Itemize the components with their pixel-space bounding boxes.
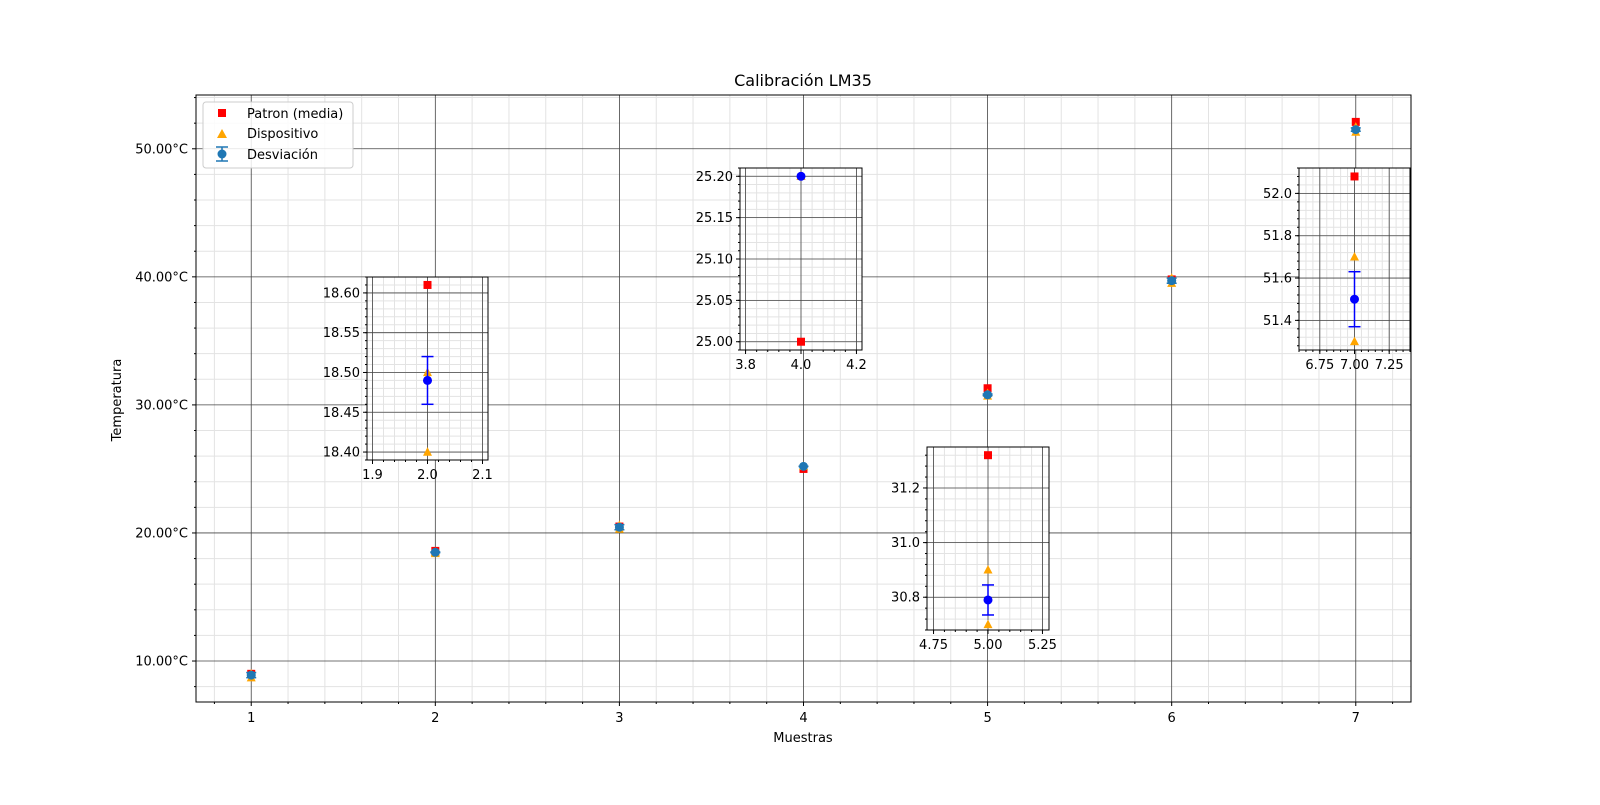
y-tick-label: 10.00°C [135,655,188,670]
inset-y-tick-label: 51.6 [1263,272,1292,287]
inset-mean-point [1350,294,1359,304]
inset-x-tick-label: 7.00 [1340,358,1369,373]
desviacion-point [246,670,256,680]
inset-y-tick-label: 25.05 [696,294,733,309]
x-tick-label: 7 [1352,711,1360,726]
desviacion-point [430,547,440,557]
inset-y-tick-label: 31.2 [891,481,920,496]
inset-x-tick-label: 4.2 [846,358,867,373]
inset-y-tick-label: 18.60 [323,286,360,301]
inset-7: 6.75 7.00 7.25 51.4 51.6 51.8 52.0 [1263,167,1411,373]
desviacion-point [983,390,993,400]
legend-label-dispositivo: Dispositivo [247,127,318,142]
x-axis-label: Muestras [773,731,833,746]
inset-dispositivo-point [983,565,993,574]
x-tick-label: 2 [431,711,439,726]
inset-mean-point [796,171,806,181]
inset-y-tick-label: 25.00 [696,335,733,350]
x-tick-label: 5 [983,711,991,726]
y-tick-label: 20.00°C [135,526,188,541]
inset-mean-point [423,375,432,385]
inset-y-tick-label: 18.55 [323,326,360,341]
inset-x-tick-label: 5.00 [974,638,1003,653]
legend-marker-patron [218,109,226,117]
patron-point [983,384,992,393]
inset-patron-point [984,451,992,460]
inset-y-tick-label: 51.4 [1263,314,1292,329]
inset-y-tick-label: 31.0 [891,536,920,551]
inset-dispositivo-point [1350,252,1359,261]
inset-y-tick-label: 52.0 [1263,187,1292,202]
x-tick-label: 3 [615,711,623,726]
inset-dispositivo-point [1350,336,1359,346]
legend-label-patron: Patron (media) [247,107,343,122]
chart-title: Calibración LM35 [734,71,872,90]
y-axis-label: Temperatura [110,359,125,443]
inset-x-tick-label: 2.1 [472,468,493,483]
desviacion-point [799,461,808,471]
x-tick-label: 1 [247,711,255,726]
legend: Patron (media) Dispositivo Desviación [202,101,354,169]
inset-patron-point [1350,172,1359,181]
desviacion-point [1167,276,1177,286]
desviacion-point [614,522,624,532]
inset-y-tick-label: 18.40 [323,446,360,461]
inset-patron-point [423,280,432,289]
legend-frame [202,101,354,169]
inset-x-tick-label: 5.25 [1028,638,1057,653]
y-tick-label: 30.00°C [135,398,188,413]
inset-plots: 1.9 2.0 2.1 18.40 18.45 18.50 18.55 18.60 3.8 4.0… [323,167,1411,653]
inset-x-tick-label: 2.0 [417,468,438,483]
inset-x-tick-label: 6.75 [1305,358,1334,373]
inset-patron-point [797,337,805,346]
inset-y-tick-label: 25.20 [696,170,733,185]
inset-y-tick-label: 30.8 [891,591,920,606]
y-tick-label: 50.00°C [135,142,188,157]
inset-x-tick-label: 3.8 [735,358,756,373]
inset-x-tick-label: 7.25 [1375,358,1404,373]
inset-dispositivo-point [983,619,993,629]
legend-label-desviacion: Desviación [247,148,318,163]
inset-dispositivo-point [423,447,432,456]
inset-4: 3.8 4.0 4.2 25.00 25.05 25.10 25.15 25.20 [696,167,867,373]
inset-2: 1.9 2.0 2.1 18.40 18.45 18.50 18.55 18.60 [323,276,493,483]
patron-point [1351,117,1360,126]
inset-x-tick-label: 1.9 [362,468,383,483]
inset-x-tick-label: 4.0 [791,358,812,373]
y-tick-label: 40.00°C [135,270,188,285]
desviacion-point [1351,125,1361,135]
inset-y-tick-label: 18.45 [323,406,360,421]
x-tick-label: 6 [1168,711,1176,726]
inset-5: 4.75 5.00 5.25 30.8 31.0 31.2 [891,446,1057,653]
x-tick-label: 4 [799,711,807,726]
inset-y-tick-label: 25.10 [696,253,733,268]
inset-y-tick-label: 25.15 [696,211,733,226]
legend-marker-desviacion [216,146,228,162]
inset-y-tick-label: 51.8 [1263,229,1292,244]
inset-y-tick-label: 18.50 [323,366,360,381]
inset-mean-point [983,595,993,605]
legend-marker-dispositivo [217,129,227,138]
inset-x-tick-label: 4.75 [919,638,948,653]
